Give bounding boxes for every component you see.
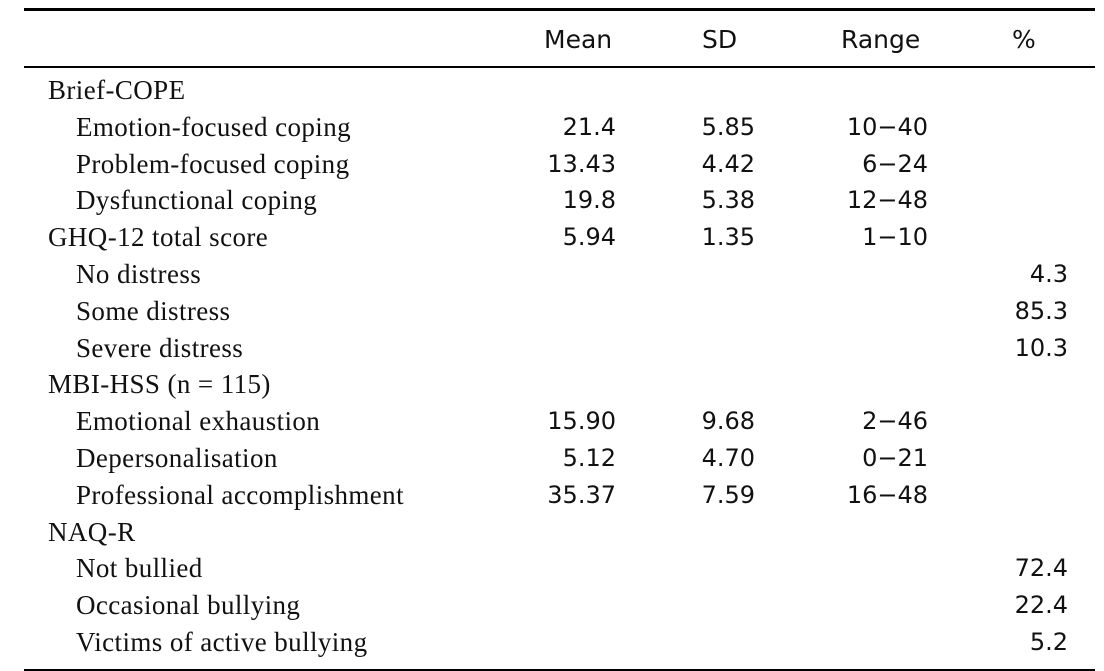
- row-label: GHQ-12 total score: [48, 222, 269, 253]
- mean-value: 15.90: [547, 407, 616, 436]
- table-header-rule: [24, 66, 1095, 68]
- header-percent: %: [1012, 25, 1036, 54]
- range-value: 12−48: [846, 186, 928, 215]
- mean-value: 35.37: [547, 480, 616, 509]
- sd-value: 5.38: [701, 186, 755, 215]
- table-row: Emotion-focused coping 21.4 5.85 10−40: [24, 109, 1095, 146]
- table-header-row: Mean SD Range %: [24, 11, 1095, 66]
- table-row: No distress 4.3: [24, 256, 1095, 293]
- row-label: Some distress: [76, 295, 231, 326]
- results-table: Mean SD Range % Brief-COPE Emotion-focuse…: [24, 8, 1095, 671]
- sd-value: 5.85: [701, 112, 755, 141]
- header-sd: SD: [702, 25, 738, 54]
- sd-value: 7.59: [701, 480, 755, 509]
- row-label: No distress: [76, 258, 202, 289]
- row-label: Not bullied: [76, 553, 203, 584]
- table-row: Emotional exhaustion 15.90 9.68 2−46: [24, 403, 1095, 440]
- range-value: 6−24: [862, 149, 928, 178]
- range-value: 2−46: [862, 407, 928, 436]
- header-mean: Mean: [544, 25, 613, 54]
- table-top-rule: [24, 8, 1095, 11]
- mean-value: 19.8: [562, 186, 616, 215]
- range-value: 16−48: [846, 480, 928, 509]
- sd-value: 1.35: [701, 223, 755, 252]
- table-row: Some distress 85.3: [24, 293, 1095, 330]
- percent-value: 85.3: [1014, 296, 1068, 325]
- table-section-row: Brief-COPE: [24, 72, 1095, 109]
- table-row: Dysfunctional coping 19.8 5.38 12−48: [24, 182, 1095, 219]
- row-label: Problem-focused coping: [76, 148, 350, 179]
- percent-value: 4.3: [1029, 259, 1068, 288]
- row-label: Depersonalisation: [76, 442, 278, 473]
- row-label: Brief-COPE: [48, 75, 186, 105]
- range-value: 10−40: [846, 112, 928, 141]
- range-value: 1−10: [862, 223, 928, 252]
- sd-value: 4.42: [701, 149, 755, 178]
- row-label: MBI-HSS (n = 115): [48, 369, 271, 400]
- table-row: Depersonalisation 5.12 4.70 0−21: [24, 440, 1095, 477]
- table-row: Occasional bullying 22.4: [24, 587, 1095, 624]
- table-section-row: GHQ-12 total score 5.94 1.35 1−10: [24, 219, 1095, 256]
- row-label: Victims of active bullying: [76, 626, 368, 657]
- table-row: Problem-focused coping 13.43 4.42 6−24: [24, 146, 1095, 183]
- table-row: Professional accomplishment 35.37 7.59 16−4…: [24, 477, 1095, 514]
- table-row: Severe distress 10.3: [24, 330, 1095, 367]
- percent-value: 10.3: [1014, 333, 1068, 362]
- table-body: Brief-COPE Emotion-focused coping 21.4 5.85…: [24, 68, 1095, 669]
- row-label: Occasional bullying: [76, 590, 301, 621]
- percent-value: 5.2: [1029, 627, 1068, 656]
- range-value: 0−21: [862, 443, 928, 472]
- mean-value: 5.12: [562, 443, 616, 472]
- row-label: NAQ-R: [48, 516, 136, 547]
- row-label: Dysfunctional coping: [76, 185, 318, 216]
- percent-value: 22.4: [1014, 591, 1068, 620]
- mean-value: 5.94: [562, 223, 616, 252]
- sd-value: 4.70: [701, 443, 755, 472]
- table-row: Not bullied 72.4: [24, 550, 1095, 587]
- row-label: Emotional exhaustion: [76, 406, 321, 437]
- row-label: Professional accomplishment: [76, 479, 404, 510]
- percent-value: 72.4: [1014, 554, 1068, 583]
- row-label: Severe distress: [76, 332, 244, 363]
- mean-value: 13.43: [547, 149, 616, 178]
- table-row: Victims of active bullying 5.2: [24, 624, 1095, 661]
- header-range: Range: [841, 25, 921, 54]
- mean-value: 21.4: [562, 112, 616, 141]
- table-section-row: MBI-HSS (n = 115): [24, 366, 1095, 403]
- table-section-row: NAQ-R: [24, 514, 1095, 551]
- row-label: Emotion-focused coping: [76, 111, 351, 142]
- sd-value: 9.68: [701, 407, 755, 436]
